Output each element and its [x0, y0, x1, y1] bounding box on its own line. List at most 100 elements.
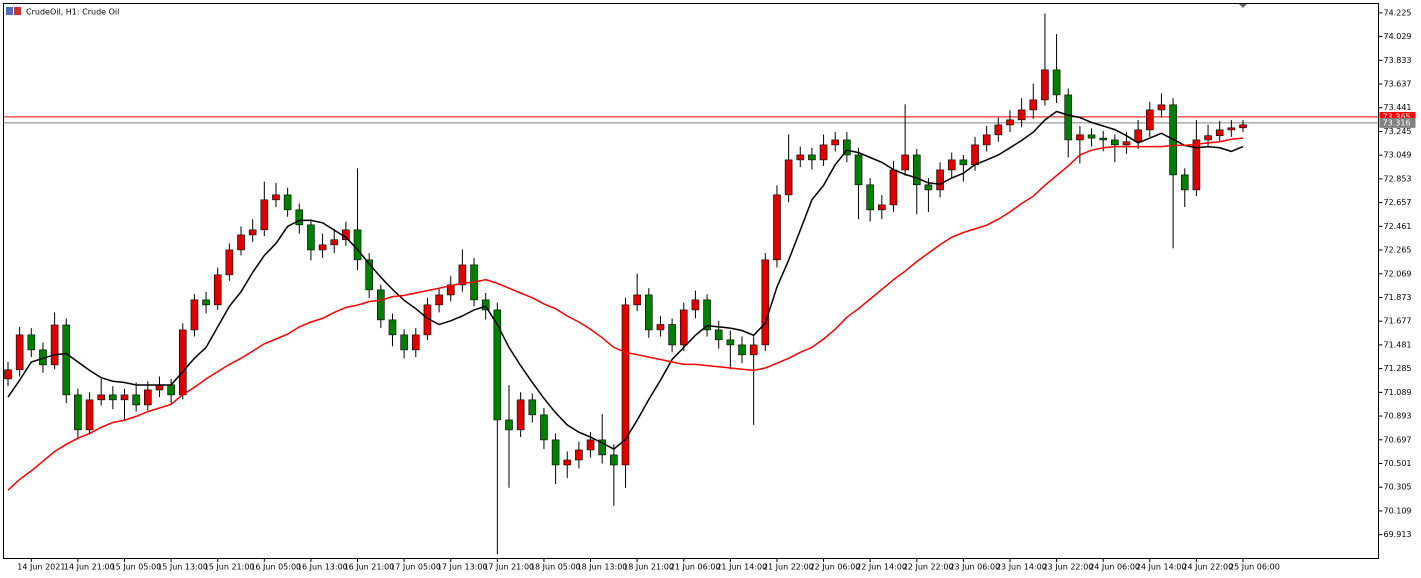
candle-body — [97, 394, 106, 401]
candle-body — [1239, 124, 1247, 129]
candle-body — [178, 329, 187, 396]
y-tick-label: 72.853 — [1384, 174, 1412, 183]
candle-body — [411, 334, 420, 351]
x-tick-label: 18 Jun 13:00 — [577, 563, 628, 572]
candle-body — [50, 324, 59, 366]
candle-body — [377, 289, 385, 321]
candle-body — [1064, 94, 1073, 141]
candle-body — [1180, 174, 1189, 191]
candle-body — [260, 199, 269, 231]
candle-body — [400, 334, 408, 351]
candle-body — [505, 419, 513, 431]
y-tick-label: 72.657 — [1384, 198, 1412, 207]
y-tick-label: 74.029 — [1384, 32, 1412, 41]
candle-body — [4, 369, 12, 380]
candle-body — [668, 324, 676, 346]
x-tick-label: 23 Jun 22:00 — [1043, 563, 1094, 572]
x-tick-label: 24 Jun 14:00 — [1136, 563, 1187, 572]
candle-body — [120, 394, 129, 401]
candle-body — [866, 184, 874, 211]
y-tick-label: 73.833 — [1384, 56, 1412, 65]
x-tick-label: 23 Jun 06:00 — [949, 563, 1000, 572]
y-tick-label: 73.637 — [1384, 80, 1412, 89]
candle-body — [738, 344, 746, 356]
candle-body — [1087, 134, 1096, 139]
y-tick-label: 70.109 — [1384, 506, 1412, 515]
candle-body — [843, 139, 851, 156]
x-tick-label: 16 Jun 13:00 — [297, 563, 348, 572]
candle-body — [773, 194, 781, 261]
price-label: 73.316 — [1383, 118, 1411, 127]
candle-body — [1157, 104, 1166, 111]
symbol-icon — [6, 7, 21, 15]
candle-body — [446, 284, 455, 296]
y-tick-label: 71.089 — [1384, 388, 1412, 397]
y-tick-label: 71.285 — [1384, 364, 1412, 373]
moving-average-line — [7, 137, 1244, 491]
price-label: 73.365 — [1383, 112, 1411, 121]
candle-body — [994, 124, 1003, 136]
candle-body — [1111, 139, 1119, 146]
candle-body — [575, 449, 583, 461]
x-tick-label: 24 Jun 06:00 — [1089, 563, 1140, 572]
candle-body — [1099, 137, 1107, 141]
candle-body — [516, 399, 525, 431]
candle-body — [889, 169, 898, 206]
candle-body — [272, 194, 280, 201]
candle-body — [62, 324, 71, 396]
candle-body — [132, 394, 140, 406]
candle-body — [912, 154, 921, 186]
x-tick-label: 17 Jun 05:00 — [390, 563, 441, 572]
y-tick-label: 71.873 — [1384, 293, 1412, 302]
price-label-bg — [1379, 117, 1416, 128]
x-tick-label: 21 Jun 06:00 — [670, 563, 721, 572]
candle-body — [109, 394, 117, 401]
candle-body — [971, 144, 979, 166]
candle-body — [749, 344, 758, 356]
candle-body — [318, 244, 327, 251]
x-tick-label: 22 Jun 22:00 — [903, 563, 954, 572]
x-tick-label: 15 Jun 05:00 — [111, 563, 162, 572]
price-label-bg — [1379, 111, 1416, 122]
x-tick-label: 17 Jun 21:00 — [483, 563, 534, 572]
candle-body — [621, 304, 630, 466]
candle-body — [458, 264, 467, 286]
candle-body — [691, 299, 700, 311]
y-tick-label: 72.265 — [1384, 246, 1412, 255]
y-tick-label: 70.501 — [1384, 459, 1412, 468]
candle-body — [388, 319, 397, 336]
y-tick-label: 71.481 — [1384, 340, 1412, 349]
y-tick-label: 69.913 — [1384, 530, 1412, 539]
candle-body — [947, 159, 956, 171]
candle-body — [714, 329, 723, 341]
candle-body — [1227, 127, 1236, 131]
candle-body — [1029, 99, 1038, 111]
plot-frame — [3, 3, 1379, 559]
candle-body — [959, 159, 968, 166]
candle-body — [784, 159, 793, 196]
candle-body — [1006, 119, 1014, 126]
candle-body — [1145, 109, 1154, 131]
y-tick-label: 70.893 — [1384, 412, 1412, 421]
candle-body — [85, 399, 94, 431]
candle-body — [144, 389, 152, 406]
candle-body — [901, 154, 909, 171]
candle-body — [551, 439, 560, 466]
x-tick-label: 21 Jun 14:00 — [716, 563, 767, 572]
candle-body — [1041, 69, 1049, 101]
candle-body — [726, 339, 735, 346]
moving-average-line — [7, 110, 1244, 450]
candle-body — [819, 144, 828, 161]
candle-body — [936, 169, 944, 191]
candle-body — [982, 134, 991, 146]
candle-body — [190, 299, 199, 331]
candle-body — [808, 154, 816, 161]
candle-body — [878, 204, 886, 211]
x-tick-label: 16 Jun 21:00 — [344, 563, 395, 572]
candle-body — [1204, 135, 1212, 141]
candle-body — [74, 394, 82, 431]
candle-body — [598, 439, 606, 456]
candle-body — [283, 194, 292, 211]
candle-body — [225, 249, 234, 276]
